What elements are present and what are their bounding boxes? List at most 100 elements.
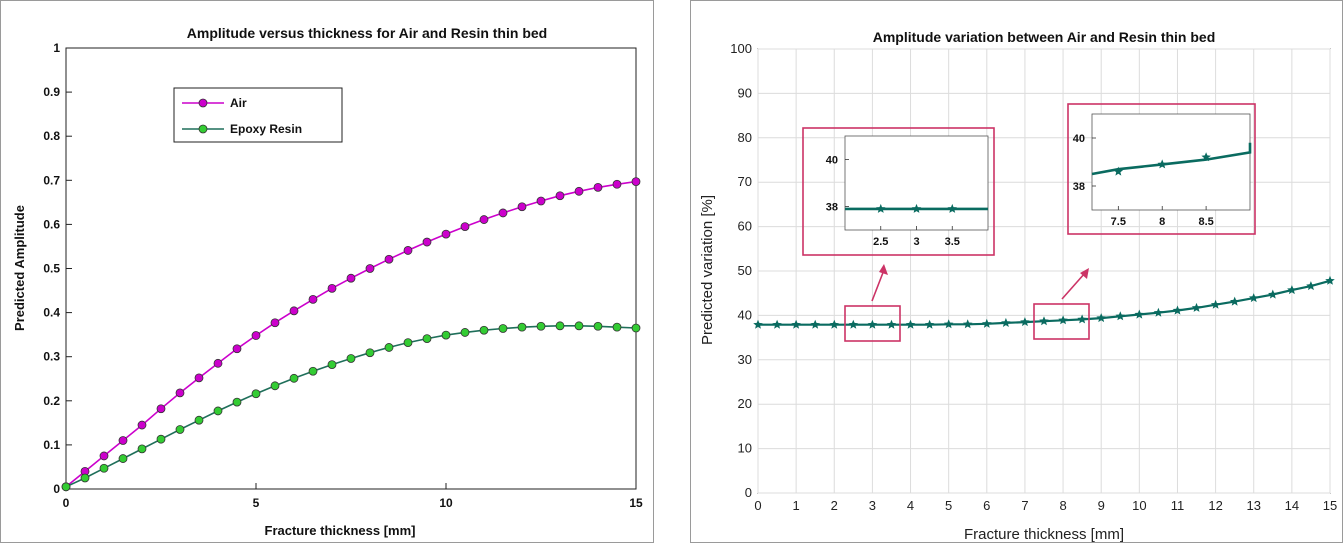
point-variation — [1039, 316, 1049, 326]
point-epoxy-resin — [384, 343, 394, 352]
point-air — [270, 318, 280, 328]
inset-point — [1201, 152, 1211, 162]
right-y-tick-label: 80 — [738, 130, 752, 145]
point-epoxy-resin — [137, 444, 147, 454]
point-epoxy-resin — [517, 322, 527, 332]
inset-point — [911, 203, 922, 213]
point-epoxy-resin — [441, 330, 451, 340]
left-y-axis-label: Predicted Amplitude — [12, 205, 27, 331]
point-epoxy-resin — [498, 324, 508, 333]
zoom-arrow-2 — [1061, 272, 1086, 300]
point-variation — [848, 319, 859, 329]
point-variation — [982, 318, 992, 328]
right-x-tick-label: 5 — [945, 498, 952, 513]
point-epoxy-resin — [99, 463, 109, 473]
left-x-tick-label: 10 — [439, 496, 453, 510]
right-y-tick-label: 10 — [738, 441, 752, 456]
point-air — [517, 202, 527, 212]
left-y-tick-label: 0.2 — [43, 394, 60, 408]
point-epoxy-resin — [327, 360, 337, 370]
point-variation — [829, 319, 839, 329]
point-air — [289, 306, 299, 316]
zoom-region-2 — [1033, 303, 1090, 340]
left-axis-ticks: 0 5 10 15 0 0.1 0.2 0.3 0.4 0.5 0.6 0.7 0.8 0.9 1 — [43, 41, 643, 510]
inset-1-plot: 2.5 3 3.5 38 40 — [826, 135, 989, 248]
inset-x-tick-label: 8 — [1159, 216, 1165, 228]
point-air — [99, 451, 109, 461]
point-air — [118, 436, 128, 445]
inset-point — [1157, 159, 1167, 169]
right-x-axis-label: Fracture thickness [mm] — [964, 526, 1124, 543]
point-variation — [1077, 314, 1087, 324]
left-series-markers — [61, 177, 641, 492]
point-epoxy-resin — [593, 321, 603, 331]
point-epoxy-resin — [612, 322, 622, 332]
right-x-tick-label: 12 — [1208, 498, 1222, 513]
point-variation — [1325, 275, 1335, 285]
point-air — [555, 191, 565, 201]
left-x-axis-label: Fracture thickness [mm] — [265, 523, 416, 538]
point-air — [232, 344, 242, 354]
left-y-tick-label: 1 — [53, 41, 60, 55]
right-y-tick-label: 30 — [738, 352, 752, 367]
right-x-tick-label: 15 — [1323, 498, 1337, 513]
point-air — [479, 215, 489, 224]
point-air — [194, 373, 204, 383]
left-chart-title: Amplitude versus thickness for Air and R… — [187, 25, 547, 41]
point-air — [460, 222, 470, 232]
right-y-tick-label: 70 — [738, 174, 752, 189]
point-epoxy-resin — [403, 338, 413, 347]
point-variation — [1020, 317, 1030, 327]
zoom-arrow-1-head — [879, 264, 888, 275]
right-y-tick-label: 50 — [738, 263, 752, 278]
legend-epoxy-label: Epoxy Resin — [230, 122, 302, 136]
right-y-tick-label: 20 — [738, 396, 752, 411]
right-x-tick-label: 7 — [1021, 498, 1028, 513]
right-axis-ticks: 0 1 2 3 4 5 6 7 8 9 10 11 12 13 14 15010203040506070809… — [730, 41, 1337, 513]
inset-2-plot: 7.5 8 8.5 38 40 — [1073, 113, 1252, 228]
point-epoxy-resin — [118, 454, 128, 463]
point-variation — [1191, 302, 1202, 312]
point-epoxy-resin — [365, 348, 375, 358]
point-epoxy-resin — [175, 425, 185, 434]
inset-x-tick-label: 7.5 — [1111, 216, 1126, 228]
point-variation — [905, 319, 916, 329]
point-epoxy-resin — [346, 354, 356, 363]
inset-y-tick-label: 38 — [826, 202, 838, 214]
inset-plot-area — [844, 135, 989, 231]
inset-plot-area — [1091, 113, 1251, 211]
point-air — [612, 179, 622, 189]
point-epoxy-resin — [61, 482, 71, 492]
point-epoxy-resin — [289, 373, 299, 383]
zoom-arrow-1 — [871, 269, 885, 302]
point-variation — [1268, 289, 1278, 299]
point-variation — [943, 319, 954, 329]
right-y-tick-label: 40 — [738, 307, 752, 322]
left-y-tick-label: 0.3 — [43, 350, 60, 364]
right-x-tick-label: 1 — [793, 498, 800, 513]
left-y-tick-label: 0.5 — [43, 262, 60, 276]
right-x-tick-label: 14 — [1285, 498, 1299, 513]
point-epoxy-resin — [479, 325, 489, 335]
inset-y-tick-label: 40 — [826, 155, 838, 167]
point-epoxy-resin — [232, 397, 242, 407]
left-y-tick-label: 0 — [53, 482, 60, 496]
point-variation — [1210, 299, 1221, 309]
left-y-tick-label: 0.7 — [43, 173, 60, 187]
left-x-tick-label: 0 — [63, 496, 70, 510]
point-epoxy-resin — [194, 415, 204, 425]
point-epoxy-resin — [80, 473, 90, 483]
point-variation — [753, 319, 763, 329]
right-x-tick-label: 0 — [754, 498, 761, 513]
inset-x-tick-label: 3.5 — [945, 236, 960, 248]
right-x-tick-label: 4 — [907, 498, 914, 513]
point-epoxy-resin — [555, 321, 565, 331]
inset-point — [876, 203, 886, 213]
point-air — [327, 283, 337, 293]
point-air — [536, 196, 546, 206]
right-y-tick-label: 60 — [738, 219, 752, 234]
right-y-tick-label: 90 — [738, 85, 752, 100]
right-x-tick-label: 3 — [869, 498, 876, 513]
point-air — [574, 186, 584, 196]
